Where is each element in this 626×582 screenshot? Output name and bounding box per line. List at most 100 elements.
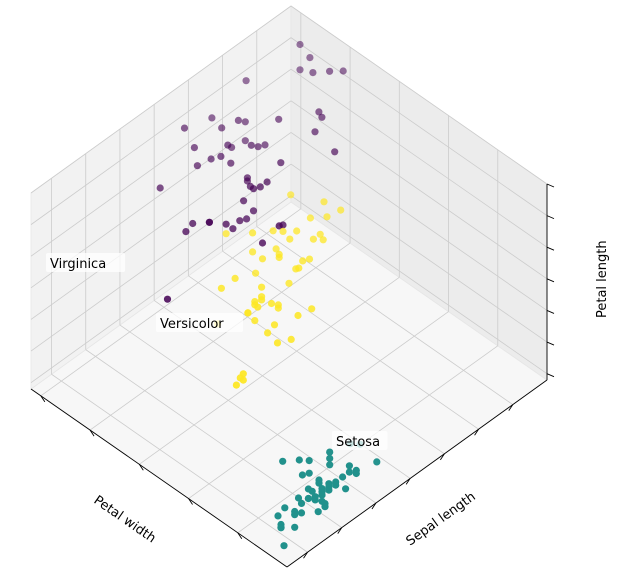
petal-length-tick: [546, 215, 555, 220]
data-point: [332, 481, 340, 489]
data-point: [247, 141, 255, 149]
data-point: [190, 144, 198, 152]
data-point: [254, 303, 262, 311]
data-point: [270, 321, 279, 329]
petal-length-tick: [546, 373, 555, 378]
data-point: [249, 248, 257, 256]
data-point: [249, 185, 258, 193]
data-point: [275, 115, 283, 123]
data-point: [277, 524, 285, 532]
data-point: [234, 116, 242, 124]
left-pane-gridline: [30, 132, 292, 320]
cluster-label-setosa: Setosa: [336, 435, 380, 450]
right-pane-gridline: [290, 5, 548, 185]
sepal-length-tick: [474, 428, 479, 436]
data-point: [217, 152, 225, 160]
data-point: [261, 141, 269, 149]
data-point: [296, 66, 304, 74]
right-pane-gridline: [290, 68, 548, 248]
data-point: [207, 155, 215, 163]
data-point: [305, 255, 314, 263]
data-point: [373, 458, 381, 466]
data-point: [281, 504, 289, 512]
data-point: [339, 67, 347, 75]
annotation-box: [332, 431, 388, 450]
data-point: [218, 124, 226, 132]
left-pane-gridline: [30, 163, 292, 352]
data-point: [258, 239, 267, 247]
data-point: [342, 485, 350, 493]
data-point: [244, 309, 252, 317]
data-point: [352, 469, 360, 478]
data-point: [263, 178, 271, 186]
data-point: [217, 284, 225, 292]
data-point: [291, 511, 299, 519]
data-point: [241, 118, 249, 126]
sepal-length-tick: [337, 527, 343, 534]
data-point: [326, 67, 334, 75]
petal-width-tick: [40, 395, 46, 403]
data-point: [208, 114, 216, 122]
data-point: [254, 143, 262, 151]
floor-gridline: [119, 324, 377, 504]
chart-panes: [30, 5, 548, 568]
data-point: [240, 197, 248, 205]
chart-annotations: Virginica Versicolor Setosa: [46, 253, 388, 450]
petal-length-tick: [546, 246, 555, 251]
data-point: [320, 198, 328, 206]
data-point: [275, 253, 283, 262]
data-point: [227, 159, 235, 167]
sepal-length-axis-line: [286, 379, 548, 568]
data-point: [311, 128, 319, 136]
data-point: [293, 227, 301, 235]
data-point: [295, 456, 303, 464]
right-pane-gridline: [290, 132, 548, 311]
left-pane-gridline: [30, 37, 292, 225]
data-point: [272, 245, 280, 253]
z-axis-label: Petal length: [595, 240, 610, 318]
data-point: [287, 335, 295, 343]
floor-gridline: [51, 373, 308, 553]
sepal-length-tick: [371, 502, 377, 510]
floor-gridline: [139, 276, 400, 465]
petal-length-tick: [546, 278, 555, 283]
petal-length-tick: [546, 341, 555, 346]
data-point: [222, 220, 230, 228]
data-point: [331, 148, 339, 156]
data-point: [291, 523, 299, 531]
data-point: [229, 225, 237, 233]
data-point: [264, 329, 272, 337]
left-pane-gridline: [30, 5, 292, 194]
data-point: [321, 503, 329, 511]
data-point: [309, 69, 317, 77]
data-point: [305, 469, 313, 477]
cluster-label-versicolor: Versicolor: [160, 317, 224, 332]
data-point: [242, 77, 250, 85]
data-point: [243, 215, 251, 223]
data-point: [222, 230, 230, 238]
data-point: [251, 317, 259, 325]
right-pane-gridline: [290, 195, 548, 375]
data-point: [326, 454, 334, 462]
petal-width-tick: [89, 429, 95, 437]
data-point: [205, 218, 213, 226]
data-point: [243, 174, 251, 182]
data-point: [295, 264, 303, 272]
data-point: [299, 257, 307, 265]
data-point: [224, 141, 232, 149]
data-point: [180, 124, 189, 132]
chart-points: [156, 40, 381, 550]
floor-gridline: [40, 208, 302, 397]
data-point: [231, 274, 239, 282]
data-point: [239, 376, 247, 384]
annotation-box: [46, 253, 126, 272]
right-pane-gridline: [290, 163, 548, 343]
data-point: [274, 512, 282, 520]
data-point: [280, 542, 288, 550]
data-point: [318, 485, 326, 493]
petal-width-axis-line: [30, 388, 288, 568]
data-point: [286, 235, 294, 243]
data-point: [339, 473, 347, 481]
data-point: [315, 476, 323, 484]
